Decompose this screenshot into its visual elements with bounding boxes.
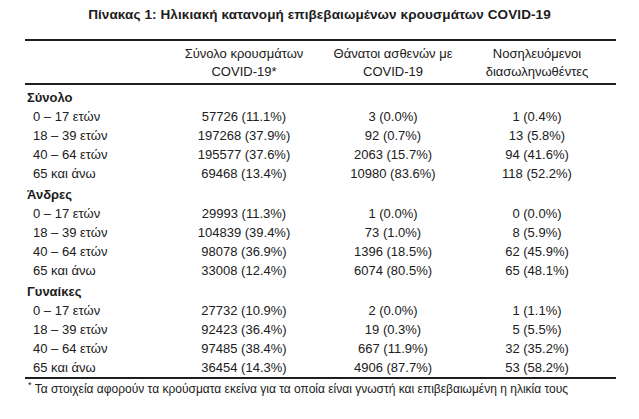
column-header-cases-line1: Σύνολο κρουσμάτων [160,45,328,63]
row-label: 65 και άνω [25,358,160,377]
cell-intubated: 13 (5.8%) [458,126,616,145]
cell-cases: 104839 (39.4%) [160,223,328,242]
table-row: 40 – 64 ετών 97485 (38.4%) 667 (11.9%) 3… [25,339,616,358]
page-title: Πίνακας 1: Ηλικιακή κατανομή επιβεβαιωμέ… [0,0,639,22]
cell-cases: 197268 (37.9%) [160,126,328,145]
cell-intubated: 62 (45.9%) [458,242,616,261]
column-header-intubated-line1: Νοσηλευόμενοι [458,45,616,63]
cell-cases: 29993 (11.3%) [160,204,328,223]
row-label: 65 και άνω [25,164,160,183]
column-header-intubated-line2: διασωληνωθέντες [458,63,616,81]
table-row: 18 – 39 ετών 104839 (39.4%) 73 (1.0%) 8 … [25,223,616,242]
cell-deaths: 6074 (80.5%) [328,261,458,280]
cell-intubated: 65 (48.1%) [458,261,616,280]
cell-intubated: 5 (5.5%) [458,320,616,339]
section-header: Σύνολο [25,88,160,107]
row-label: 0 – 17 ετών [25,107,160,126]
column-header-intubated: Νοσηλευόμενοι διασωληνωθέντες [458,45,616,81]
cell-intubated: 118 (52.2%) [458,164,616,183]
table-row: 65 και άνω 36454 (14.3%) 4906 (87.7%) 53… [25,358,616,377]
cell-deaths: 3 (0.0%) [328,107,458,126]
cell-intubated: 1 (0.4%) [458,107,616,126]
column-header-deaths-line2: COVID-19 [328,63,458,81]
table-row: 18 – 39 ετών 197268 (37.9%) 92 (0.7%) 13… [25,126,616,145]
cell-deaths: 667 (11.9%) [328,339,458,358]
row-label: 65 και άνω [25,261,160,280]
table-header-row: Σύνολο κρουσμάτων COVID-19* Θάνατοι ασθε… [25,41,616,85]
section-header-row-total: Σύνολο [25,88,616,107]
report-page: Πίνακας 1: Ηλικιακή κατανομή επιβεβαιωμέ… [0,0,639,419]
section-header: Άνδρες [25,185,160,204]
table-row: 65 και άνω 33008 (12.4%) 6074 (80.5%) 65… [25,261,616,280]
section-header-row-women: Γυναίκες [25,282,616,301]
footnote-asterisk: * [28,380,32,390]
row-label: 40 – 64 ετών [25,145,160,164]
cell-deaths: 92 (0.7%) [328,126,458,145]
row-label: 18 – 39 ετών [25,223,160,242]
cell-deaths: 2 (0.0%) [328,301,458,320]
row-label: 0 – 17 ετών [25,204,160,223]
cell-cases: 97485 (38.4%) [160,339,328,358]
cell-cases: 33008 (12.4%) [160,261,328,280]
cell-cases: 69468 (13.4%) [160,164,328,183]
cell-intubated: 53 (58.2%) [458,358,616,377]
table-row: 0 – 17 ετών 57726 (11.1%) 3 (0.0%) 1 (0.… [25,107,616,126]
row-label: 0 – 17 ετών [25,301,160,320]
cell-cases: 92423 (36.4%) [160,320,328,339]
cell-deaths: 19 (0.3%) [328,320,458,339]
column-header-deaths-line1: Θάνατοι ασθενών με [328,45,458,63]
table-row: 40 – 64 ετών 98078 (36.9%) 1396 (18.5%) … [25,242,616,261]
footnote: * Τα στοιχεία αφορούν τα κρούσματα εκείν… [28,382,616,397]
cell-deaths: 1396 (18.5%) [328,242,458,261]
cell-deaths: 2063 (15.7%) [328,145,458,164]
cell-cases: 27732 (10.9%) [160,301,328,320]
section-header: Γυναίκες [25,282,160,301]
cell-intubated: 32 (35.2%) [458,339,616,358]
column-header-cases-line2: COVID-19* [160,63,328,81]
covid-age-table: Σύνολο κρουσμάτων COVID-19* Θάνατοι ασθε… [25,39,616,379]
cell-intubated: 94 (41.6%) [458,145,616,164]
table-row: 0 – 17 ετών 27732 (10.9%) 2 (0.0%) 1 (1.… [25,301,616,320]
table-row: 65 και άνω 69468 (13.4%) 10980 (83.6%) 1… [25,164,616,183]
row-label: 18 – 39 ετών [25,320,160,339]
cell-cases: 98078 (36.9%) [160,242,328,261]
row-label: 18 – 39 ετών [25,126,160,145]
table-row: 18 – 39 ετών 92423 (36.4%) 19 (0.3%) 5 (… [25,320,616,339]
table-row: 40 – 64 ετών 195577 (37.6%) 2063 (15.7%)… [25,145,616,164]
cell-cases: 195577 (37.6%) [160,145,328,164]
column-header-cases: Σύνολο κρουσμάτων COVID-19* [160,45,328,81]
cell-deaths: 4906 (87.7%) [328,358,458,377]
row-label: 40 – 64 ετών [25,242,160,261]
cell-cases: 36454 (14.3%) [160,358,328,377]
section-header-row-men: Άνδρες [25,185,616,204]
cell-cases: 57726 (11.1%) [160,107,328,126]
cell-intubated: 8 (5.9%) [458,223,616,242]
header-cell-empty [25,45,160,81]
column-header-deaths: Θάνατοι ασθενών με COVID-19 [328,45,458,81]
footnote-text: Τα στοιχεία αφορούν τα κρούσματα εκείνα … [35,382,568,396]
cell-intubated: 0 (0.0%) [458,204,616,223]
table-row: 0 – 17 ετών 29993 (11.3%) 1 (0.0%) 0 (0.… [25,204,616,223]
cell-deaths: 1 (0.0%) [328,204,458,223]
cell-deaths: 73 (1.0%) [328,223,458,242]
cell-deaths: 10980 (83.6%) [328,164,458,183]
row-label: 40 – 64 ετών [25,339,160,358]
table-body: Σύνολο 0 – 17 ετών 57726 (11.1%) 3 (0.0%… [25,85,616,377]
cell-intubated: 1 (1.1%) [458,301,616,320]
